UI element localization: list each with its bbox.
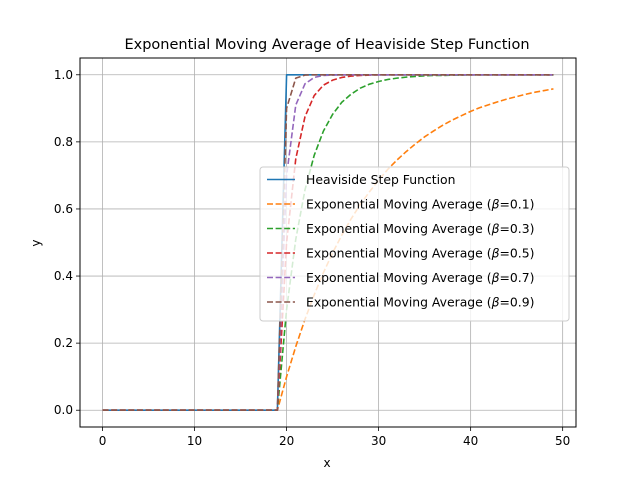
legend: Heaviside Step Function Exponential Movin…: [259, 166, 570, 322]
y-tick-label: 0.4: [54, 269, 73, 283]
y-tick-label: 1.0: [54, 68, 73, 82]
plot-frame: [79, 57, 577, 428]
y-tick-label: 0.2: [54, 336, 73, 350]
chart-title: Exponential Moving Average of Heaviside …: [124, 37, 529, 53]
x-tick-label: 10: [187, 434, 202, 448]
axis-ticks: 0 10 20 30 40 50 0.0 0.2 0.4 0.6 0.8 1.0: [54, 68, 570, 448]
legend-label: Exponential Moving Average (β=0.7): [306, 270, 534, 285]
legend-box: [259, 166, 570, 322]
y-tick-label: 0.8: [54, 135, 73, 149]
y-tick-label: 0.6: [54, 202, 73, 216]
x-tick-label: 20: [279, 434, 294, 448]
series-line-5: [102, 73, 554, 412]
legend-label: Heaviside Step Function: [306, 172, 456, 187]
x-tick-label: 0: [99, 434, 107, 448]
legend-label: Exponential Moving Average (β=0.5): [306, 246, 534, 261]
legend-label: Exponential Moving Average (β=0.3): [306, 221, 534, 236]
legend-label: Exponential Moving Average (β=0.1): [306, 197, 534, 212]
x-axis-label: x: [323, 456, 330, 470]
series-line-2: [102, 73, 554, 412]
legend-label: Exponential Moving Average (β=0.9): [306, 295, 534, 310]
y-axis-label: y: [29, 239, 43, 246]
y-tick-label: 0.0: [54, 403, 73, 417]
x-tick-label: 40: [463, 434, 478, 448]
x-tick-label: 30: [371, 434, 386, 448]
x-tick-label: 50: [555, 434, 570, 448]
